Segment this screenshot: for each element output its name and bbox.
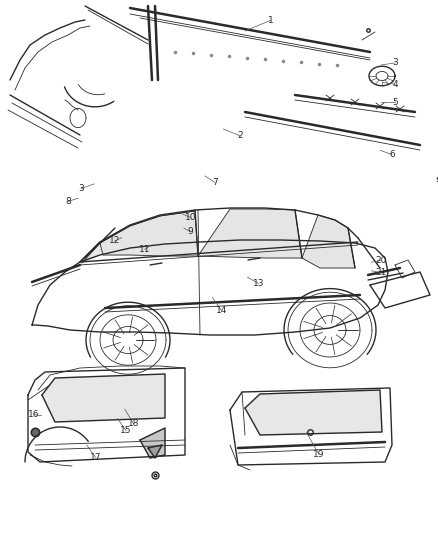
Text: 8: 8	[65, 197, 71, 206]
Polygon shape	[302, 215, 355, 268]
Text: 11: 11	[139, 245, 150, 254]
Text: 19: 19	[313, 450, 325, 458]
Text: 15: 15	[120, 426, 132, 435]
Text: 6: 6	[389, 150, 395, 159]
Text: 12: 12	[109, 237, 120, 245]
Text: 21: 21	[375, 269, 387, 277]
Text: 10: 10	[185, 213, 196, 222]
Text: 1: 1	[268, 16, 274, 25]
Text: 18: 18	[128, 419, 139, 428]
Text: 17: 17	[90, 453, 101, 462]
Polygon shape	[148, 445, 162, 458]
Text: 7: 7	[212, 178, 218, 187]
Text: 20: 20	[375, 256, 387, 264]
Polygon shape	[245, 390, 382, 435]
Polygon shape	[140, 428, 165, 458]
Text: 9: 9	[187, 228, 194, 236]
Polygon shape	[42, 374, 165, 422]
Text: 5: 5	[392, 98, 398, 107]
Text: 14: 14	[215, 306, 227, 314]
Polygon shape	[82, 211, 195, 263]
Text: 4: 4	[392, 80, 398, 88]
Text: 3: 3	[78, 184, 84, 193]
Text: 3: 3	[392, 59, 398, 67]
Text: 2: 2	[237, 132, 243, 140]
Text: 13: 13	[253, 279, 264, 288]
Polygon shape	[198, 209, 302, 258]
Text: 16: 16	[28, 410, 40, 419]
Polygon shape	[100, 211, 198, 256]
